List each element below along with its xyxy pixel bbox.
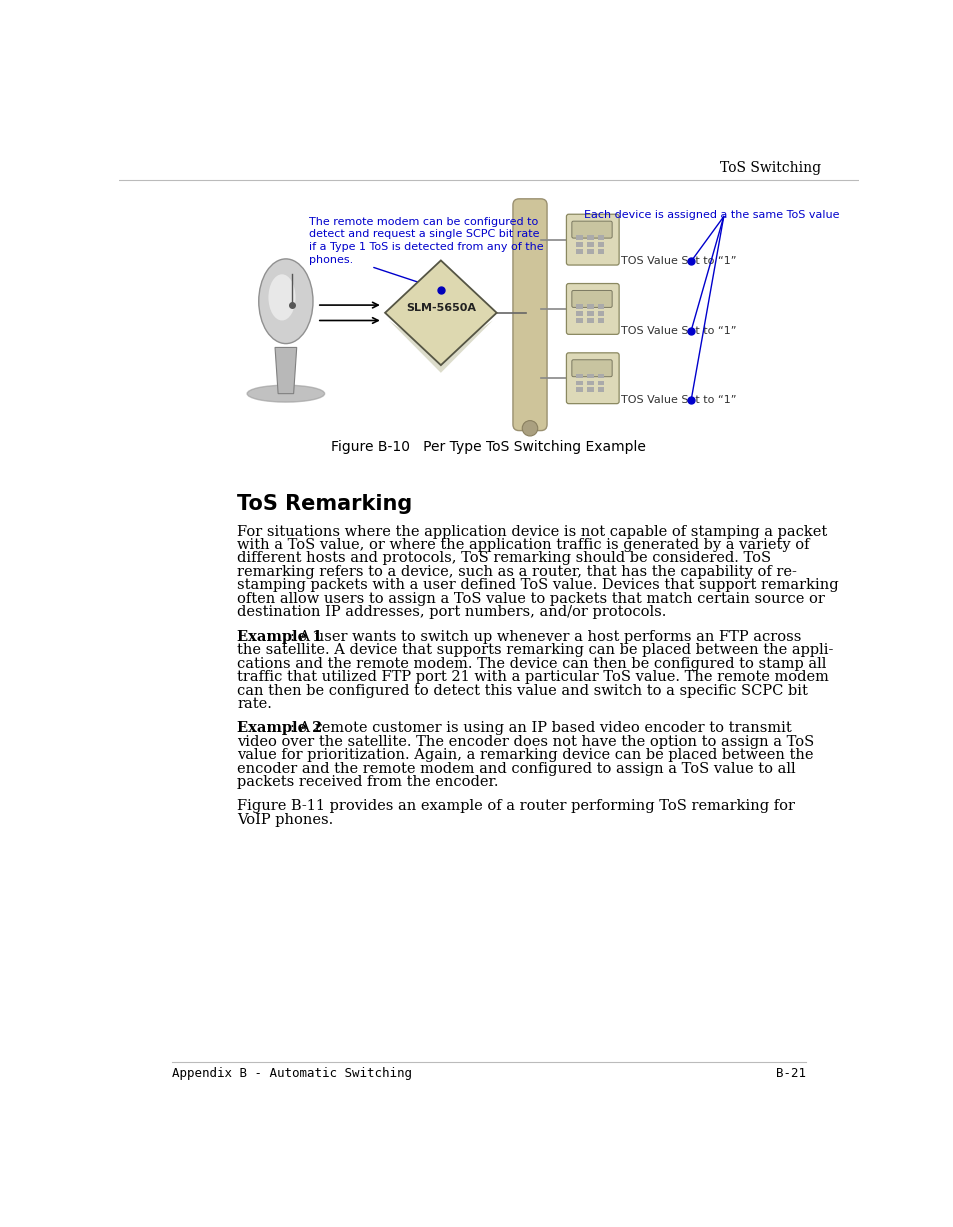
FancyBboxPatch shape (566, 215, 618, 265)
Text: Figure B-11 provides an example of a router performing ToS remarking for: Figure B-11 provides an example of a rou… (236, 800, 794, 814)
Text: the satellite. A device that supports remarking can be placed between the appli-: the satellite. A device that supports re… (236, 643, 833, 658)
Bar (587, 242, 593, 247)
Circle shape (521, 421, 537, 436)
Text: SLM-5650A: SLM-5650A (405, 303, 476, 313)
FancyBboxPatch shape (566, 283, 618, 334)
Bar (587, 388, 593, 393)
Text: Appendix B - Automatic Switching: Appendix B - Automatic Switching (172, 1067, 412, 1081)
Ellipse shape (247, 385, 324, 402)
Text: rate.: rate. (236, 697, 272, 710)
Text: VoIP phones.: VoIP phones. (236, 814, 333, 827)
Text: B-21: B-21 (775, 1067, 805, 1081)
Text: value for prioritization. Again, a remarking device can be placed between the: value for prioritization. Again, a remar… (236, 748, 813, 762)
Text: TOS Value Set to “1”: TOS Value Set to “1” (620, 325, 736, 335)
Bar (587, 380, 593, 385)
Text: stamping packets with a user defined ToS value. Devices that support remarking: stamping packets with a user defined ToS… (236, 578, 838, 593)
Ellipse shape (268, 275, 295, 320)
Text: TOS Value Set to “1”: TOS Value Set to “1” (620, 395, 736, 405)
Text: For situations where the application device is not capable of stamping a packet: For situations where the application dev… (236, 524, 826, 539)
Bar (576, 304, 582, 309)
Text: different hosts and protocols, ToS remarking should be considered. ToS: different hosts and protocols, ToS remar… (236, 551, 770, 566)
Polygon shape (385, 260, 497, 366)
Ellipse shape (258, 259, 313, 344)
Text: : A remote customer is using an IP based video encoder to transmit: : A remote customer is using an IP based… (290, 721, 791, 735)
Text: with a ToS value, or where the application traffic is generated by a variety of: with a ToS value, or where the applicati… (236, 537, 809, 552)
Bar (598, 312, 604, 315)
Text: remarking refers to a device, such as a router, that has the capability of re-: remarking refers to a device, such as a … (236, 564, 796, 579)
Bar (576, 236, 582, 239)
Bar (576, 242, 582, 247)
FancyBboxPatch shape (513, 199, 546, 431)
Text: can then be configured to detect this value and switch to a specific SCPC bit: can then be configured to detect this va… (236, 683, 807, 697)
FancyBboxPatch shape (571, 291, 612, 308)
Text: ToS Switching: ToS Switching (719, 161, 820, 175)
Bar (587, 312, 593, 315)
Bar (576, 312, 582, 315)
Bar (587, 249, 593, 254)
Text: Example 2: Example 2 (236, 721, 322, 735)
FancyBboxPatch shape (571, 221, 612, 238)
Text: The remote modem can be configured to
detect and request a single SCPC bit rate
: The remote modem can be configured to de… (309, 216, 543, 265)
Polygon shape (274, 347, 296, 394)
Text: often allow users to assign a ToS value to packets that match certain source or: often allow users to assign a ToS value … (236, 591, 824, 606)
Text: video over the satellite. The encoder does not have the option to assign a ToS: video over the satellite. The encoder do… (236, 735, 814, 748)
Text: cations and the remote modem. The device can then be configured to stamp all: cations and the remote modem. The device… (236, 656, 825, 671)
Text: encoder and the remote modem and configured to assign a ToS value to all: encoder and the remote modem and configu… (236, 762, 795, 775)
Bar (576, 249, 582, 254)
Bar (576, 388, 582, 393)
FancyBboxPatch shape (566, 353, 618, 404)
FancyBboxPatch shape (571, 360, 612, 377)
Bar (598, 236, 604, 239)
Bar (598, 373, 604, 378)
Bar (576, 318, 582, 323)
Text: destination IP addresses, port numbers, and/or protocols.: destination IP addresses, port numbers, … (236, 605, 666, 620)
Bar (598, 318, 604, 323)
Bar (587, 318, 593, 323)
Bar (587, 304, 593, 309)
Text: Figure B-10   Per Type ToS Switching Example: Figure B-10 Per Type ToS Switching Examp… (331, 439, 646, 454)
Bar (598, 249, 604, 254)
Text: Example 1: Example 1 (236, 629, 322, 644)
Bar (598, 388, 604, 393)
Text: packets received from the encoder.: packets received from the encoder. (236, 775, 498, 789)
Bar (598, 380, 604, 385)
Bar (598, 242, 604, 247)
Text: traffic that utilized FTP port 21 with a particular ToS value. The remote modem: traffic that utilized FTP port 21 with a… (236, 670, 828, 685)
Polygon shape (389, 320, 493, 373)
Text: TOS Value Set to “1”: TOS Value Set to “1” (620, 256, 736, 266)
Text: : A user wants to switch up whenever a host performs an FTP across: : A user wants to switch up whenever a h… (290, 629, 801, 644)
Bar (576, 380, 582, 385)
Bar (598, 304, 604, 309)
Text: Each device is assigned a the same ToS value: Each device is assigned a the same ToS v… (583, 210, 839, 221)
Text: ToS Remarking: ToS Remarking (236, 493, 412, 514)
Bar (587, 373, 593, 378)
Bar (587, 236, 593, 239)
Bar (576, 373, 582, 378)
